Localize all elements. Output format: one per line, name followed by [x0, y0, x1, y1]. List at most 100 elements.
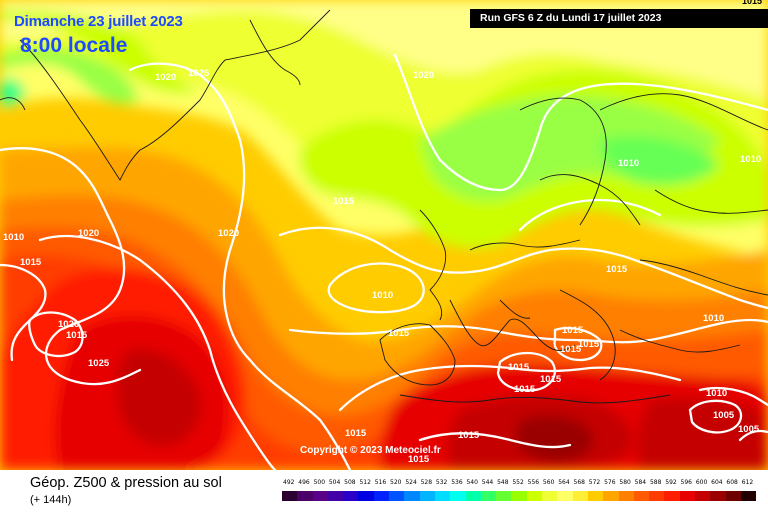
scale-swatch — [557, 491, 573, 501]
scale-label: 576 — [604, 479, 616, 486]
scale-swatch — [404, 491, 420, 501]
scale-label: 504 — [328, 479, 341, 486]
scale-swatch — [358, 491, 374, 501]
isobar-label: 1020 — [413, 70, 434, 81]
scale-label: 560 — [542, 479, 555, 486]
corner-isobar-label: 1015 — [741, 0, 762, 6]
scale-label: 604 — [711, 479, 723, 486]
scale-swatch — [312, 491, 328, 501]
isobar-label: 1010 — [706, 388, 727, 399]
color-scale-bar — [282, 491, 757, 501]
isobar-label: 1025 — [188, 68, 210, 79]
run-banner: Run GFS 6 Z du Lundi 17 juillet 2023 — [470, 9, 768, 28]
isobar-label: 1005 — [738, 424, 760, 435]
isobar-label: 1015 — [560, 344, 582, 355]
scale-swatch — [419, 491, 435, 501]
isobar-label: 1010 — [703, 313, 724, 324]
isobar-label: 1015 — [540, 374, 562, 385]
isobar-label: 1015 — [408, 454, 430, 465]
scale-label: 492 — [283, 479, 295, 486]
scale-label: 500 — [313, 479, 326, 486]
coastlines — [0, 9, 768, 404]
isobar-label: 1015 — [514, 384, 536, 395]
scale-label: 536 — [451, 479, 463, 486]
legend-subtitle: (+ 144h) — [30, 494, 72, 506]
scale-label: 548 — [497, 479, 509, 486]
scale-swatch — [511, 491, 527, 501]
isobar-label: 1015 — [66, 330, 88, 341]
scale-label: 600 — [695, 479, 708, 486]
scale-swatch — [649, 491, 665, 501]
scale-swatch — [710, 491, 726, 501]
scale-label: 512 — [359, 479, 371, 486]
isobar-label: 1015 — [508, 362, 530, 373]
scale-swatch — [297, 491, 313, 501]
geopotential-field — [0, 0, 768, 470]
scale-label: 556 — [527, 479, 540, 486]
scale-label: 540 — [466, 479, 478, 486]
scale-label: 520 — [390, 479, 402, 486]
scale-swatch — [679, 491, 696, 501]
scale-swatch — [389, 491, 405, 501]
scale-swatch — [526, 491, 543, 501]
scale-swatch — [480, 491, 497, 501]
isobar-label: 1015 — [333, 196, 355, 207]
scale-swatch — [434, 491, 451, 501]
scale-label: 528 — [420, 479, 433, 486]
legend-panel: Géop. Z500 & pression au sol (+ 144h) 49… — [0, 470, 768, 512]
color-scale-labels: 492 496 500 504 508 512 516 520 524 528 532 536 540 5… — [282, 479, 756, 489]
isobar-label: 1010 — [372, 290, 393, 301]
scale-swatch — [725, 491, 741, 501]
scale-label: 572 — [588, 479, 601, 486]
legend-title: Géop. Z500 & pression au sol — [30, 475, 222, 491]
scale-label: 496 — [298, 479, 310, 486]
forecast-date: Dimanche 23 juillet 2023 — [14, 13, 183, 30]
scale-label: 592 — [665, 479, 677, 486]
isobar-label: 1005 — [713, 410, 735, 421]
isobar-label: 1015 — [20, 257, 42, 268]
isobar-label: 1015 — [345, 428, 367, 439]
isobar-label: 1015 — [606, 264, 628, 275]
copyright-text: Copyright © 2023 Meteociel.fr — [300, 445, 441, 456]
scale-label: 524 — [405, 479, 417, 486]
scale-label: 568 — [573, 479, 585, 486]
scale-swatch — [618, 491, 634, 501]
scale-swatch — [572, 491, 588, 501]
scale-label: 596 — [680, 479, 692, 486]
isobar-label: 1020 — [218, 228, 239, 239]
scale-label: 564 — [558, 479, 570, 486]
isobar-label: 1015 — [578, 339, 600, 350]
isobar-lines — [0, 53, 768, 470]
scale-swatch — [450, 491, 466, 501]
isobar-label: 1010 — [3, 232, 24, 243]
scale-label: 612 — [741, 479, 754, 486]
isobar-label: 1010 — [618, 158, 639, 169]
isobar-label: 1020 — [78, 228, 99, 239]
scale-label: 508 — [344, 479, 356, 486]
scale-swatch — [740, 491, 757, 501]
scale-label: 608 — [726, 479, 738, 486]
scale-swatch — [633, 491, 650, 501]
scale-label: 588 — [649, 479, 662, 486]
scale-swatch — [373, 491, 390, 501]
color-scale: 492 496 500 504 508 512 516 520 524 528 532 536 540 5… — [282, 479, 757, 501]
scale-label: 584 — [634, 479, 647, 486]
scale-label: 544 — [481, 479, 494, 486]
isobar-label: 1015 — [458, 430, 480, 441]
scale-label: 552 — [512, 479, 524, 486]
scale-swatch — [282, 491, 298, 501]
isobar-label: 1025 — [88, 358, 110, 369]
isobar-label: 1015 — [388, 328, 410, 339]
scale-label: 516 — [374, 479, 387, 486]
isobar-label: 1020 — [58, 319, 79, 330]
scale-swatch — [343, 491, 359, 501]
scale-label: 532 — [435, 479, 448, 486]
forecast-time: 8:00 locale — [20, 34, 128, 57]
isobar-label: 1020 — [155, 72, 176, 83]
scale-swatch — [542, 491, 558, 501]
scale-label: 580 — [619, 479, 631, 486]
isobar-label: 1010 — [740, 154, 761, 165]
scale-swatch — [465, 491, 481, 501]
